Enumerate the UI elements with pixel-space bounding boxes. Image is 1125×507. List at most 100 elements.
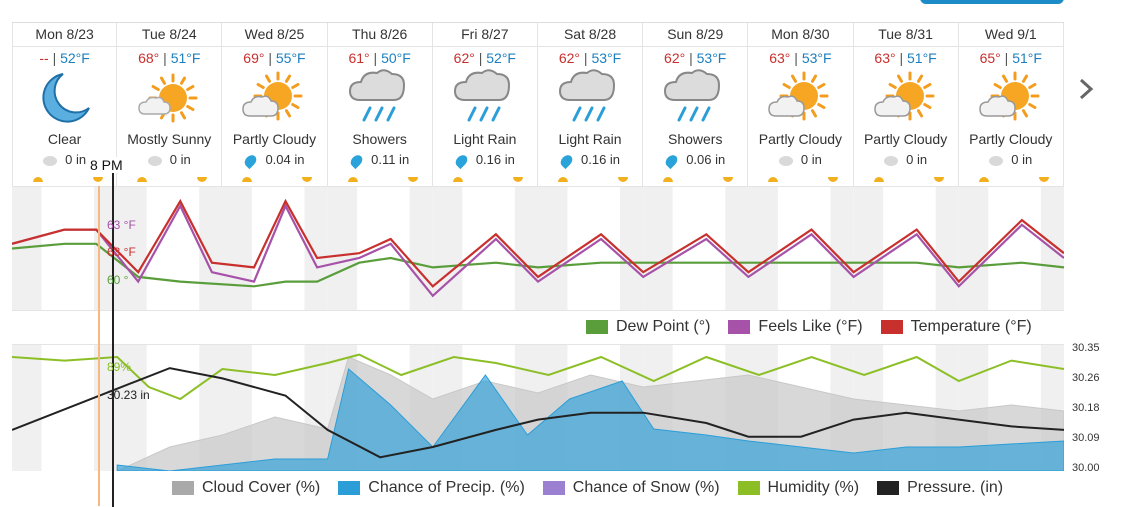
sun-cloud-icon bbox=[873, 71, 935, 121]
day-column[interactable]: Tue 8/31 63° | 51°F Partly Cloudy 0 in bbox=[853, 23, 959, 187]
legend-swatch bbox=[172, 481, 194, 495]
legend-item[interactable]: Feels Like (°F) bbox=[728, 318, 863, 336]
sunrise-icon bbox=[242, 177, 253, 182]
temp-separator: | bbox=[373, 50, 382, 66]
night-band bbox=[12, 345, 42, 471]
day-high: -- bbox=[39, 50, 49, 66]
day-condition: Mostly Sunny bbox=[127, 131, 212, 147]
temp-separator: | bbox=[163, 50, 171, 66]
legend-item[interactable]: Humidity (%) bbox=[737, 479, 860, 497]
raindrop-icon bbox=[453, 152, 470, 169]
sunset-icon bbox=[302, 177, 313, 182]
day-precip: 0 in bbox=[117, 152, 221, 168]
cursor-time-label: 8 PM bbox=[88, 157, 125, 173]
legend-item[interactable]: Pressure. (in) bbox=[877, 479, 1003, 497]
legend-item[interactable]: Dew Point (°) bbox=[586, 318, 710, 336]
top-action-button[interactable] bbox=[920, 0, 1064, 4]
sunset-icon bbox=[93, 177, 103, 182]
raindrop-icon bbox=[43, 155, 58, 166]
sunrise-icon bbox=[768, 177, 779, 182]
legend-bottom: Cloud Cover (%) Chance of Precip. (%) Chan… bbox=[172, 479, 1003, 497]
day-low: 51°F bbox=[170, 50, 201, 66]
day-high: 65° bbox=[979, 50, 1001, 66]
day-temps: 63° | 53°F bbox=[748, 50, 852, 66]
day-condition: Showers bbox=[667, 131, 723, 147]
legend-item[interactable]: Chance of Precip. (%) bbox=[338, 479, 525, 497]
day-column[interactable]: Fri 8/27 62° | 52°F Light Rain 0.16 in bbox=[432, 23, 538, 187]
day-column[interactable]: Mon 8/30 63° | 53°F Partly Cloudy 0 in bbox=[748, 23, 854, 187]
day-column[interactable]: Thu 8/26 61° | 50°F Showers 0.11 in bbox=[327, 23, 433, 187]
night-band bbox=[222, 187, 252, 310]
legend-item[interactable]: Cloud Cover (%) bbox=[172, 479, 320, 497]
temp-separator: | bbox=[268, 50, 276, 66]
night-band bbox=[620, 187, 644, 310]
day-low: 51°F bbox=[907, 50, 937, 66]
day-low: 53°F bbox=[801, 50, 832, 66]
day-precip: 0.16 in bbox=[433, 152, 537, 169]
pressure-tick: 30.00 bbox=[1072, 462, 1100, 474]
day-temps: 68° | 51°F bbox=[117, 50, 221, 66]
sun-cloud-icon bbox=[768, 71, 829, 121]
day-column[interactable]: Wed 8/25 69° | 55°F Partly Cloudy 0.04 in bbox=[222, 23, 328, 187]
legend-swatch bbox=[880, 320, 903, 334]
day-precip-amount: 0.04 in bbox=[265, 152, 305, 167]
legend-label: Humidity (%) bbox=[767, 479, 860, 496]
raindrop-icon bbox=[778, 155, 793, 166]
day-low: 52°F bbox=[60, 50, 90, 66]
temperature-chart[interactable] bbox=[11, 186, 1065, 311]
legend-item[interactable]: Temperature (°F) bbox=[880, 318, 1032, 336]
day-low: 53°F bbox=[591, 50, 622, 66]
day-high: 61° bbox=[348, 50, 370, 66]
day-date: Thu 8/26 bbox=[327, 23, 432, 47]
rain-cloud-icon bbox=[559, 69, 616, 122]
sunrise-icon bbox=[557, 177, 568, 182]
day-date: Wed 8/25 bbox=[222, 23, 327, 47]
sunset-icon bbox=[933, 177, 944, 182]
day-temps: 65° | 51°F bbox=[959, 50, 1063, 66]
temp-separator: | bbox=[52, 50, 61, 66]
day-temps: 62° | 52°F bbox=[433, 50, 537, 66]
day-precip: 0.06 in bbox=[643, 152, 747, 169]
day-column[interactable]: Wed 9/1 65° | 51°F Partly Cloudy 0 in bbox=[958, 23, 1064, 187]
sun-cloud-icon bbox=[979, 71, 1040, 121]
day-temps: 62° | 53°F bbox=[643, 50, 747, 66]
day-date: Fri 8/27 bbox=[432, 23, 537, 47]
sun-markers bbox=[959, 177, 1063, 185]
day-precip-amount: 0.06 in bbox=[686, 152, 726, 167]
night-band bbox=[514, 187, 538, 310]
day-column[interactable]: Sun 8/29 62° | 53°F Showers 0.06 in bbox=[643, 23, 749, 187]
next-arrow-icon[interactable] bbox=[1073, 76, 1099, 102]
sun-markers bbox=[222, 177, 326, 185]
day-precip-amount: 0.11 in bbox=[371, 152, 410, 167]
sun-cloud-icon bbox=[242, 71, 303, 121]
day-condition: Light Rain bbox=[558, 131, 622, 147]
day-precip: 0 in bbox=[959, 152, 1063, 168]
sunrise-icon bbox=[873, 177, 884, 182]
raindrop-icon bbox=[989, 155, 1004, 166]
day-column[interactable]: Sat 8/28 62° | 53°F Light Rain 0.16 in bbox=[537, 23, 644, 187]
day-column[interactable]: Tue 8/24 68° | 51°F Mostly Sunny 0 in bbox=[117, 23, 223, 187]
cursor-pressure: 30.23 in bbox=[107, 388, 150, 402]
day-precip: 0 in bbox=[13, 152, 116, 168]
precip-chart[interactable] bbox=[11, 344, 1065, 472]
cursor-dew-point: 60 ° bbox=[107, 273, 129, 287]
temp-separator: | bbox=[794, 50, 802, 66]
legend-item[interactable]: Chance of Snow (%) bbox=[542, 479, 720, 497]
legend-label: Feels Like (°F) bbox=[758, 318, 863, 335]
series-line bbox=[11, 353, 1065, 401]
day-temps: 63° | 51°F bbox=[854, 50, 958, 66]
day-high: 68° bbox=[138, 50, 160, 66]
day-column[interactable]: Mon 8/23 -- | 52°F Clear 0 in bbox=[12, 23, 118, 187]
day-low: 55°F bbox=[275, 50, 306, 66]
sunset-icon bbox=[407, 177, 418, 182]
night-band bbox=[725, 187, 749, 310]
sun-markers bbox=[643, 177, 747, 185]
legend-swatch bbox=[338, 481, 361, 495]
day-precip-amount: 0 in bbox=[65, 152, 87, 167]
pressure-tick: 30.35 bbox=[1072, 342, 1100, 354]
legend-label: Dew Point (°) bbox=[616, 318, 711, 335]
sunset-icon bbox=[1038, 177, 1049, 182]
day-temps: 62° | 53°F bbox=[538, 50, 642, 66]
legend-swatch bbox=[737, 481, 760, 495]
day-high: 62° bbox=[558, 50, 581, 66]
